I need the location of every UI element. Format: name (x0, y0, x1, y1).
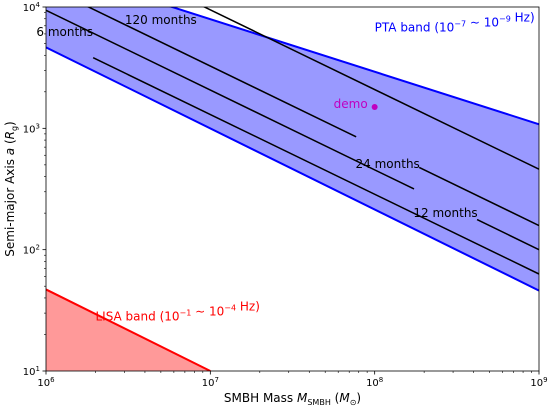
tick-exponent: 2 (36, 244, 40, 252)
tick-exponent: 4 (36, 1, 41, 9)
120-months-line (202, 7, 539, 170)
6-months-line-segment (92, 57, 539, 275)
y-axis-label-unit-close: ) (3, 121, 17, 126)
120-months-line-segment (202, 7, 539, 170)
annotation-text: ∼ 10 (466, 15, 499, 29)
pta-band-annotation: PTA band (10−7 ∼ 10−9 Hz) (375, 10, 535, 34)
y-axis-label-unit-var: R (3, 131, 17, 139)
tick-base: 10 (366, 378, 379, 389)
pta-band-lower-edge (46, 46, 539, 292)
tick-exponent: 3 (36, 122, 40, 130)
lisa-band-edge (46, 288, 211, 371)
24-months-line (86, 7, 539, 227)
plot-area (46, 7, 539, 371)
annotation-text: PTA band (10 (375, 20, 455, 34)
12-months-line (46, 9, 539, 251)
tick-base: 10 (23, 124, 36, 135)
y-tick-label: 104 (23, 1, 41, 14)
x-tick-label: 107 (202, 376, 219, 389)
tick-exponent: 9 (543, 376, 547, 384)
12-months-label: 12 months (413, 206, 477, 220)
tick-base: 10 (37, 378, 50, 389)
x-axis-label-unit-var: M (339, 391, 350, 405)
6-months-label: 6 months (36, 25, 93, 39)
y-axis-label: Semi-major Axis a (Rg) (3, 121, 19, 257)
tick-exponent: 8 (379, 376, 383, 384)
y-tick-label: 101 (23, 365, 40, 378)
annotation-text: Hz) (236, 300, 260, 314)
lisa-band-annotation: LISA band (10−1 ∼ 10−4 Hz) (95, 300, 259, 324)
x-axis-label-prefix: SMBH Mass (224, 391, 297, 405)
x-axis-label: SMBH Mass MSMBH (M⊙) (224, 391, 361, 407)
y-axis-label-unit-sub: g (10, 126, 19, 131)
x-axis-label-unit-close: ) (356, 391, 361, 405)
annotation-layer: 6 months 12 months 24 months 120 months demo… (36, 10, 534, 323)
tick-exponent: 6 (50, 376, 55, 384)
annotation-text: Hz) (511, 10, 535, 24)
120-months-label: 120 months (125, 13, 197, 27)
12-months-line-segment (476, 218, 539, 251)
annotation-exponent: −1 (180, 309, 192, 318)
tick-base: 10 (23, 246, 36, 257)
24-months-label: 24 months (356, 157, 420, 171)
6-months-line (92, 57, 539, 275)
demo-point (371, 103, 378, 110)
annotation-text: ∼ 10 (191, 305, 224, 319)
x-axis-label-var: M (297, 391, 308, 405)
pta-band-upper-edge (168, 7, 539, 126)
tick-exponent: 1 (36, 365, 40, 373)
annotation-exponent: −4 (224, 304, 236, 313)
tick-base: 10 (202, 378, 215, 389)
12-months-line-segment (46, 9, 415, 190)
24-months-line-segment (418, 166, 539, 227)
y-tick-label: 103 (23, 122, 40, 135)
y-axis-label-prefix: Semi-major Axis (3, 155, 17, 257)
x-axis-label-unit-open: ( (331, 391, 340, 405)
x-tick-label: 106 (37, 376, 55, 389)
tick-base: 10 (530, 378, 543, 389)
y-axis-label-unit-open: ( (3, 139, 17, 148)
x-tick-label: 109 (530, 376, 547, 389)
tick-exponent: 7 (214, 376, 218, 384)
y-axis-label-var: a (3, 148, 17, 155)
plot-frame (45, 6, 540, 372)
x-axis-label-sub: SMBH (307, 398, 330, 407)
tick-base: 10 (23, 367, 36, 378)
annotation-exponent: −9 (499, 14, 511, 23)
y-tick-label: 102 (23, 244, 40, 257)
pta-band-fill (46, 7, 539, 291)
tick-base: 10 (23, 3, 36, 14)
x-axis-label-unit-sub: ⊙ (350, 398, 357, 407)
annotation-exponent: −7 (454, 19, 466, 28)
annotation-text: LISA band (10 (95, 310, 179, 324)
demo-point-label: demo (334, 97, 368, 111)
24-months-line-segment (86, 7, 357, 138)
x-tick-label: 108 (366, 376, 383, 389)
